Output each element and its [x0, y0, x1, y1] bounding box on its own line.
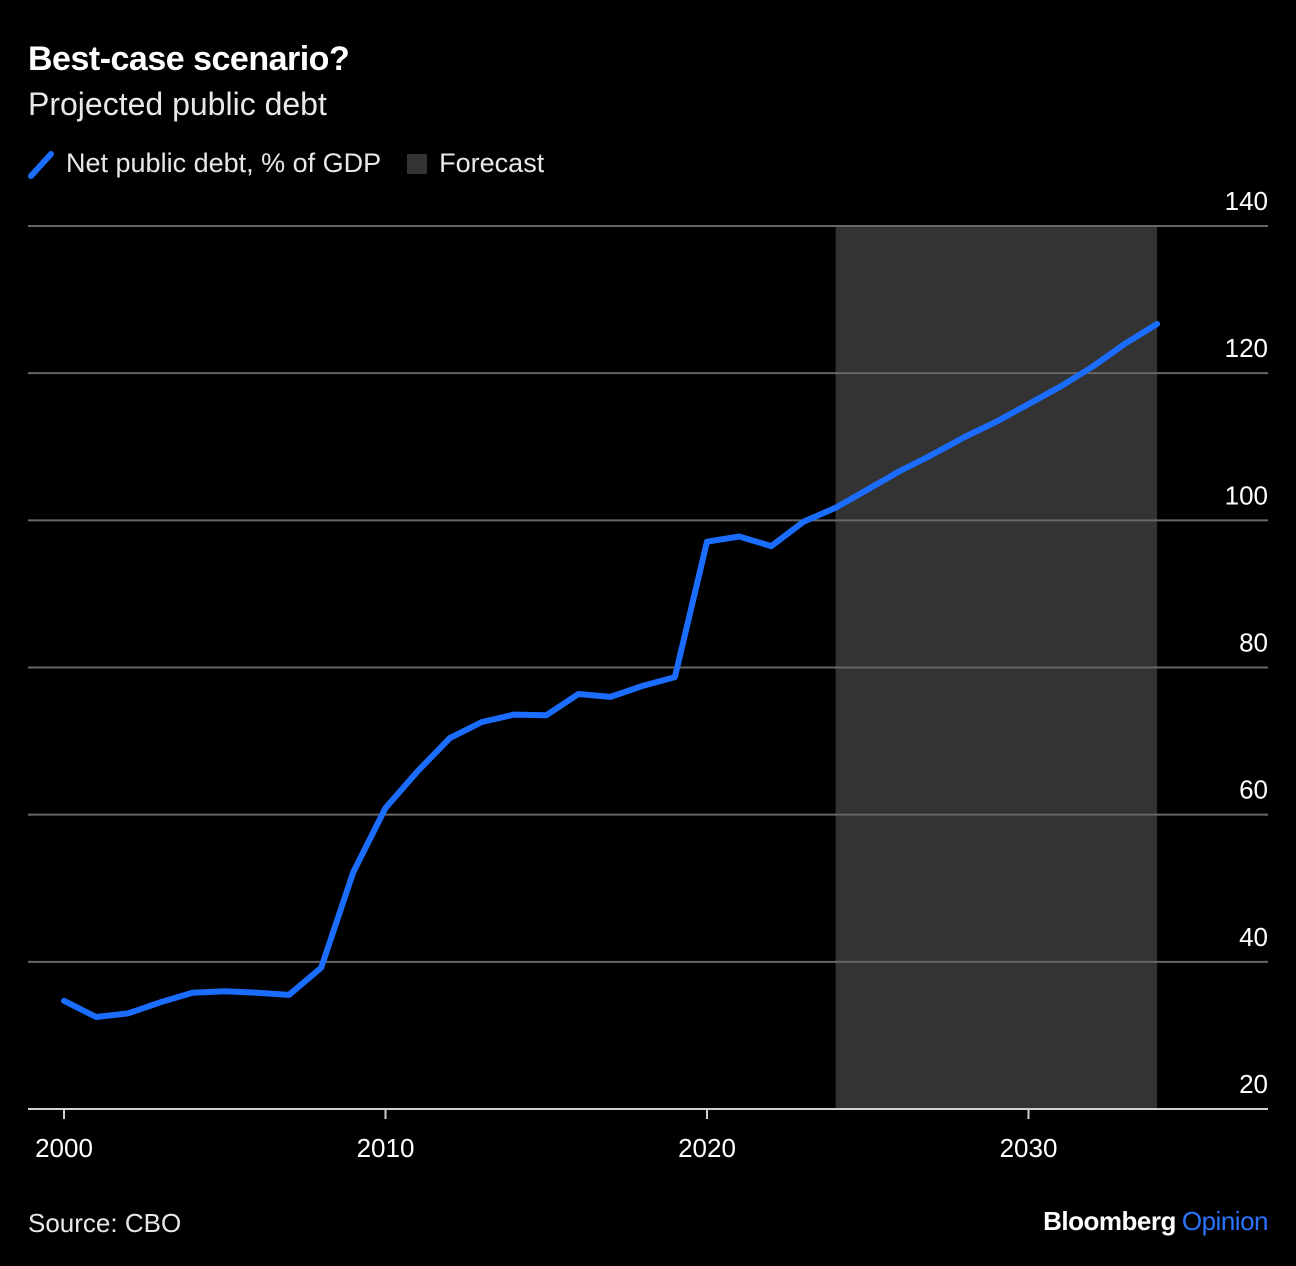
chart-subtitle: Projected public debt — [28, 86, 327, 122]
x-tick-label: 2020 — [678, 1133, 736, 1163]
y-tick-label: 120 — [1225, 333, 1268, 363]
legend-line-swatch — [28, 150, 54, 179]
x-tick-label: 2030 — [1000, 1133, 1058, 1163]
legend-forecast-swatch — [407, 153, 428, 174]
brand-logo: Bloomberg Opinion — [1043, 1206, 1268, 1237]
chart-title: Best-case scenario? — [28, 40, 350, 78]
y-tick-label: 100 — [1225, 480, 1268, 510]
y-tick-label: 40 — [1239, 922, 1268, 952]
y-tick-label: 20 — [1239, 1069, 1268, 1099]
legend-forecast-label: Forecast — [439, 148, 545, 178]
x-tick-label: 2000 — [35, 1133, 93, 1163]
legend-series-label: Net public debt, % of GDP — [66, 148, 382, 178]
y-tick-label: 60 — [1239, 775, 1268, 805]
y-tick-label: 80 — [1239, 628, 1268, 658]
legend: Net public debt, % of GDP Forecast — [28, 148, 544, 179]
brand-accent: Opinion — [1181, 1206, 1269, 1236]
brand-main: Bloomberg — [1043, 1206, 1176, 1236]
source-note: Source: CBO — [28, 1208, 182, 1238]
series-line-net-public-debt — [61, 320, 1161, 1020]
y-tick-label: 140 — [1225, 186, 1268, 216]
x-tick-label: 2010 — [357, 1133, 415, 1163]
